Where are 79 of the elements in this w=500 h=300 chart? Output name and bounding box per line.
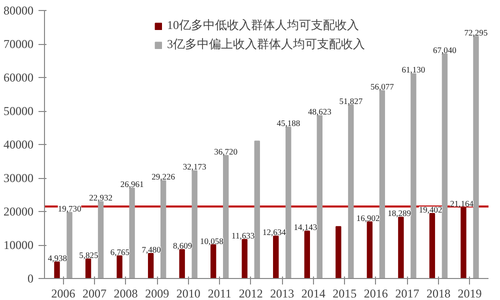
x-tick-label: 2016 bbox=[364, 286, 388, 300]
bar bbox=[160, 180, 166, 278]
data-label: 11,633 bbox=[232, 230, 255, 241]
bar bbox=[348, 104, 354, 278]
bar bbox=[460, 207, 466, 278]
x-tick-label: 2007 bbox=[82, 286, 107, 300]
x-tick-label: 2012 bbox=[238, 286, 263, 300]
x-tick-label: 2010 bbox=[176, 286, 200, 300]
y-tick-label: 0 bbox=[28, 272, 34, 286]
data-label: 56,077 bbox=[370, 82, 394, 92]
data-label: 26,961 bbox=[120, 179, 144, 190]
bar bbox=[254, 140, 260, 278]
data-label: 36,720 bbox=[214, 146, 238, 156]
y-tick-label: 30000 bbox=[4, 171, 34, 185]
data-label: 7,480 bbox=[142, 244, 161, 254]
bar bbox=[116, 255, 122, 278]
bar bbox=[85, 258, 92, 278]
bar bbox=[366, 221, 373, 278]
data-label: 12,634 bbox=[262, 227, 287, 238]
y-tick-label: 20000 bbox=[4, 204, 34, 218]
bar bbox=[66, 212, 72, 278]
data-label: 51,827 bbox=[339, 96, 363, 106]
y-tick-label: 60000 bbox=[4, 70, 34, 84]
bar bbox=[410, 73, 416, 278]
data-label: 18,289 bbox=[388, 208, 411, 218]
legend-label: 10亿多中低收入群体人均可支配收入 bbox=[167, 17, 359, 34]
bar bbox=[316, 115, 322, 278]
data-label: 29,226 bbox=[152, 172, 176, 182]
data-label: 32,173 bbox=[182, 162, 206, 172]
x-tick-label: 2014 bbox=[301, 286, 326, 300]
bar bbox=[148, 252, 154, 278]
bar bbox=[179, 249, 185, 278]
data-label: 8,609 bbox=[172, 240, 192, 251]
bar bbox=[192, 170, 198, 278]
bar bbox=[398, 216, 404, 278]
data-label: 19,730 bbox=[58, 203, 82, 214]
bar bbox=[273, 236, 279, 278]
data-label: 67,040 bbox=[433, 44, 456, 55]
bar bbox=[379, 90, 386, 278]
bar bbox=[210, 244, 216, 278]
bar bbox=[242, 239, 248, 278]
x-tick-label: 2013 bbox=[270, 286, 294, 300]
bar bbox=[286, 126, 292, 278]
data-label: 6,765 bbox=[110, 246, 130, 257]
y-tick-label: 10000 bbox=[4, 238, 34, 252]
data-label: 16,902 bbox=[356, 212, 380, 223]
bar bbox=[129, 188, 135, 278]
bar bbox=[304, 230, 310, 278]
bar bbox=[442, 53, 448, 278]
x-tick-label: 2011 bbox=[208, 286, 232, 300]
data-label: 19,402 bbox=[418, 204, 442, 215]
x-tick-label: 2006 bbox=[51, 286, 76, 300]
data-label: 21,164 bbox=[450, 198, 474, 209]
x-tick-label: 2009 bbox=[145, 286, 170, 300]
y-tick-label: 80000 bbox=[4, 4, 34, 18]
bar bbox=[54, 261, 60, 278]
bar bbox=[473, 36, 479, 278]
data-label: 22,932 bbox=[89, 192, 112, 203]
data-label: 14,143 bbox=[294, 222, 318, 232]
data-label: 45,188 bbox=[276, 118, 300, 128]
y-tick-label: 50000 bbox=[4, 104, 34, 118]
y-tick-label: 70000 bbox=[4, 37, 34, 51]
x-tick-label: 2018 bbox=[426, 286, 450, 300]
x-tick-label: 2015 bbox=[332, 286, 357, 300]
legend-label: 3亿多中偏上收入群体人均可支配收入 bbox=[167, 36, 365, 53]
y-tick-label: 40000 bbox=[4, 138, 34, 152]
data-label: 5,825 bbox=[79, 250, 98, 260]
data-label: 61,130 bbox=[402, 64, 426, 75]
bar bbox=[98, 201, 104, 278]
data-label: 48,623 bbox=[308, 106, 332, 117]
x-tick-label: 2017 bbox=[395, 286, 420, 300]
bar bbox=[429, 213, 436, 278]
data-label: 10,058 bbox=[200, 236, 224, 246]
data-label: 4,938 bbox=[48, 252, 68, 263]
x-tick-label: 2008 bbox=[114, 286, 138, 300]
bar bbox=[336, 226, 342, 278]
data-label: 72,295 bbox=[464, 27, 488, 38]
x-tick-label: 2019 bbox=[458, 286, 482, 300]
bar bbox=[223, 154, 229, 278]
